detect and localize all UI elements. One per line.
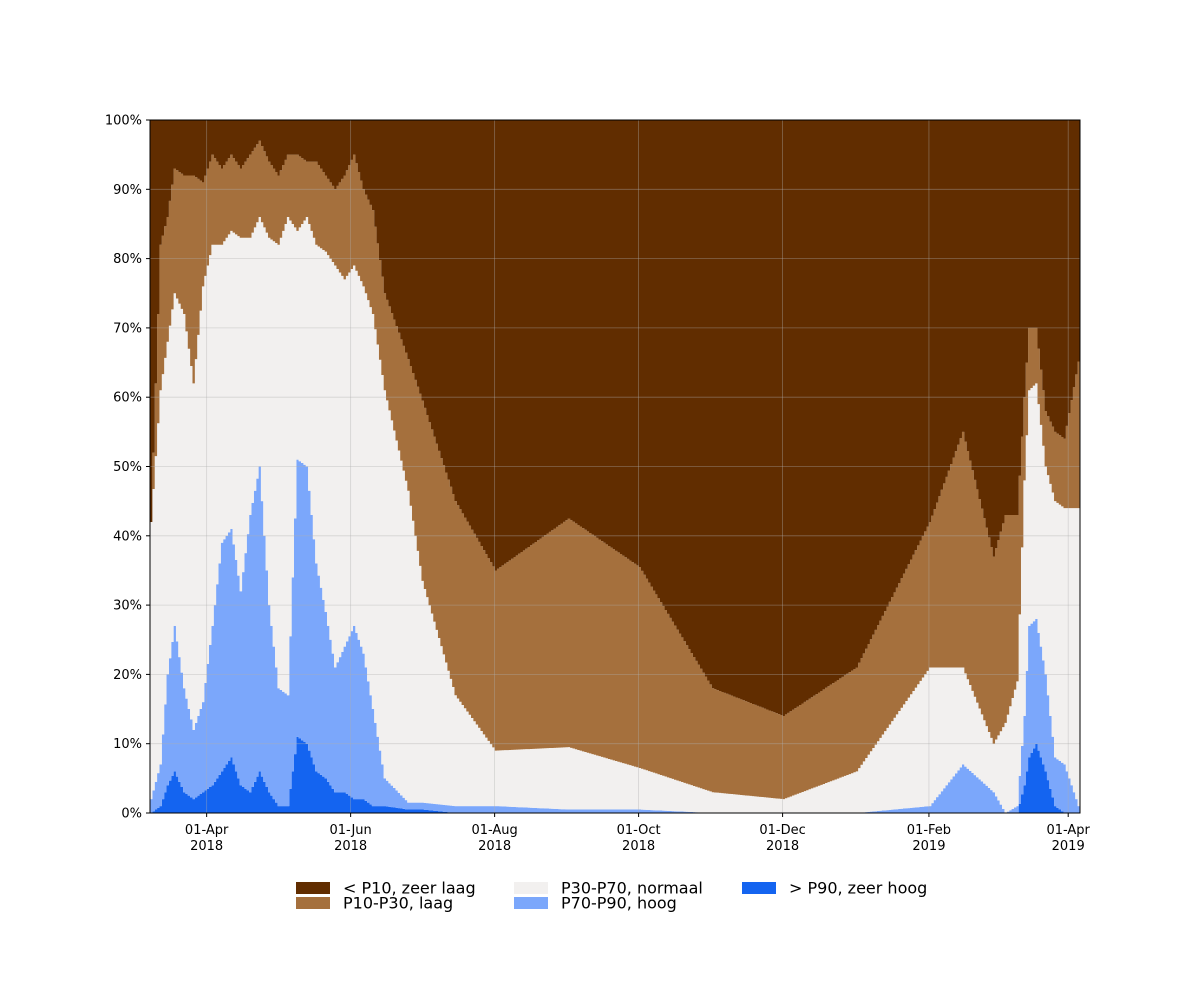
x-tick-label: 01-Jun <box>329 823 371 838</box>
y-tick-label: 90% <box>113 183 142 198</box>
legend-swatch <box>514 897 548 909</box>
area-series-p90-zeer-hoog <box>150 736 1080 813</box>
y-tick-label: 30% <box>113 599 142 614</box>
x-axis: 01-Apr201801-Jun201801-Aug201801-Oct2018… <box>185 813 1091 854</box>
x-tick-year-label: 2018 <box>478 839 511 854</box>
y-tick-label: 80% <box>113 252 142 267</box>
legend-label: P10-P30, laag <box>343 894 453 913</box>
area-series-p10-p30-laag <box>150 140 1080 800</box>
legend-label: > P90, zeer hoog <box>789 879 927 898</box>
y-tick-label: 50% <box>113 460 142 475</box>
x-tick-label: 01-Apr <box>185 823 229 838</box>
x-tick-label: 01-Oct <box>617 823 661 838</box>
x-tick-year-label: 2019 <box>1052 839 1085 854</box>
y-tick-label: 0% <box>121 807 142 822</box>
y-axis: 0% 10% 20% 30% 40% 50% 60% 70% 80% 90% 100% <box>105 114 150 822</box>
y-tick-label: 70% <box>113 321 142 336</box>
gridlines <box>150 119 1080 814</box>
x-tick-year-label: 2018 <box>334 839 367 854</box>
legend-swatch <box>742 882 776 894</box>
y-tick-label: 20% <box>113 668 142 683</box>
legend-label: < P10, zeer laag <box>343 879 476 898</box>
legend-swatch <box>296 882 330 894</box>
x-tick-label: 01-Aug <box>471 823 517 838</box>
legend-label: P30-P70, normaal <box>561 879 703 898</box>
x-tick-year-label: 2018 <box>190 839 223 854</box>
y-tick-label: 40% <box>113 529 142 544</box>
x-tick-year-label: 2019 <box>912 839 945 854</box>
legend-swatch <box>514 882 548 894</box>
area-series-p70-p90-hoog <box>150 459 1080 813</box>
x-tick-year-label: 2018 <box>766 839 799 854</box>
x-tick-label: 01-Apr <box>1046 823 1090 838</box>
area-layers <box>150 120 1080 813</box>
x-tick-label: 01-Dec <box>759 823 805 838</box>
x-tick-year-label: 2018 <box>622 839 655 854</box>
legend-swatch <box>296 897 330 909</box>
y-tick-label: 10% <box>113 737 142 752</box>
legend-label: P70-P90, hoog <box>561 894 677 913</box>
y-tick-label: 60% <box>113 391 142 406</box>
area-series-p10-zeer-laag <box>150 120 1080 716</box>
y-tick-label: 100% <box>105 114 142 129</box>
area-series-p30-p70-normaal <box>150 217 1080 813</box>
x-tick-label: 01-Feb <box>907 823 951 838</box>
